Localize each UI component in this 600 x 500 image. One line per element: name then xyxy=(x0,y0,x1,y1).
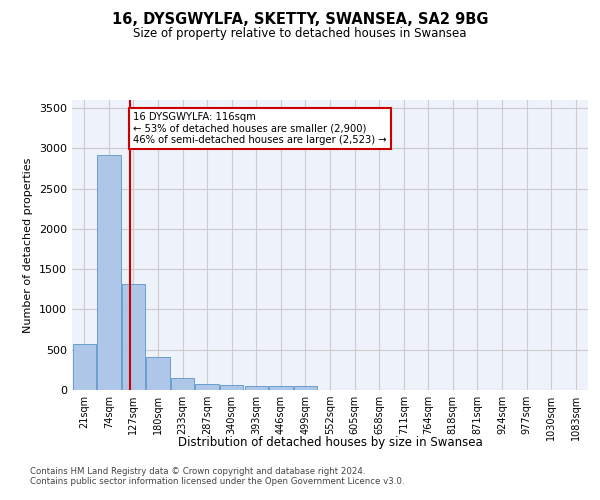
Bar xyxy=(97,155,121,390)
Bar xyxy=(220,385,244,390)
Bar xyxy=(171,378,194,390)
Text: Distribution of detached houses by size in Swansea: Distribution of detached houses by size … xyxy=(178,436,482,449)
Text: Contains public sector information licensed under the Open Government Licence v3: Contains public sector information licen… xyxy=(30,477,404,486)
Bar xyxy=(146,357,170,390)
Text: 16 DYSGWYLFA: 116sqm
← 53% of detached houses are smaller (2,900)
46% of semi-de: 16 DYSGWYLFA: 116sqm ← 53% of detached h… xyxy=(133,112,387,146)
Text: Contains HM Land Registry data © Crown copyright and database right 2024.: Contains HM Land Registry data © Crown c… xyxy=(30,467,365,476)
Bar xyxy=(269,386,293,390)
Bar xyxy=(245,386,268,390)
Bar xyxy=(122,284,145,390)
Bar xyxy=(73,344,96,390)
Bar xyxy=(196,384,219,390)
Text: Size of property relative to detached houses in Swansea: Size of property relative to detached ho… xyxy=(133,28,467,40)
Text: 16, DYSGWYLFA, SKETTY, SWANSEA, SA2 9BG: 16, DYSGWYLFA, SKETTY, SWANSEA, SA2 9BG xyxy=(112,12,488,28)
Y-axis label: Number of detached properties: Number of detached properties xyxy=(23,158,34,332)
Bar xyxy=(294,386,317,390)
